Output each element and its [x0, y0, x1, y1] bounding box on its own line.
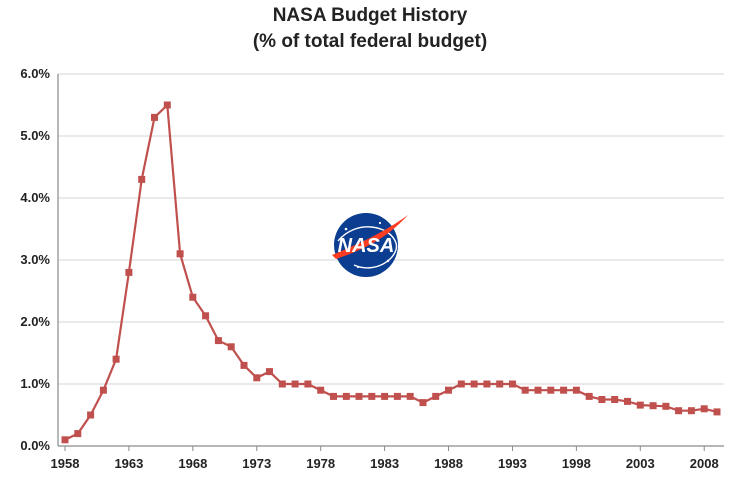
- data-point: [457, 380, 465, 388]
- nasa-logo-star: [356, 265, 360, 269]
- data-point: [393, 392, 401, 400]
- x-tick-label: 1958: [51, 456, 80, 471]
- data-point: [483, 380, 491, 388]
- data-point: [713, 408, 721, 416]
- x-tick-label: 1973: [242, 456, 271, 471]
- x-tick-label: 2003: [626, 456, 655, 471]
- nasa-logo-star: [344, 227, 348, 231]
- x-tick-label: 1963: [114, 456, 143, 471]
- data-point: [61, 436, 69, 444]
- x-tick-label: 1988: [434, 456, 463, 471]
- data-point: [253, 374, 261, 382]
- data-point: [202, 312, 210, 320]
- nasa-logo-orbit: [337, 226, 398, 269]
- data-point: [700, 405, 708, 413]
- y-tick-label: 0.0%: [20, 438, 50, 453]
- data-point: [687, 407, 695, 415]
- y-tick-label: 1.0%: [20, 376, 50, 391]
- nasa-logo-swoosh: [332, 215, 408, 259]
- data-point: [624, 397, 631, 405]
- data-point: [598, 396, 606, 403]
- data-point: [572, 386, 580, 394]
- x-tick-label: 1978: [306, 456, 335, 471]
- y-tick-label: 6.0%: [20, 66, 50, 81]
- nasa-logo-star: [378, 221, 382, 225]
- data-point: [675, 407, 683, 415]
- data-point: [291, 380, 299, 388]
- data-point: [330, 392, 337, 400]
- data-point: [611, 396, 619, 403]
- data-point: [278, 380, 286, 388]
- data-point: [649, 402, 657, 410]
- y-tick-label: 3.0%: [20, 252, 50, 267]
- data-point: [636, 401, 644, 409]
- data-point: [521, 386, 529, 394]
- data-point: [189, 293, 197, 301]
- data-point: [662, 402, 670, 410]
- gridlines: [58, 73, 724, 385]
- data-point: [163, 101, 171, 109]
- data-point: [214, 337, 222, 345]
- y-tick-labels: 0.0% 1.0% 2.0% 3.0% 4.0% 5.0% 6.0%: [20, 66, 50, 453]
- data-point: [432, 392, 440, 400]
- data-point: [151, 113, 158, 121]
- x-tick-labels: 1958 1963 1968 1973 1978 1983 1988 1993 1998 2003…: [51, 456, 719, 471]
- data-point: [112, 355, 120, 363]
- data-point: [509, 380, 516, 388]
- data-point: [419, 399, 427, 407]
- data-point: [547, 386, 555, 394]
- series-markers: [61, 101, 721, 444]
- y-tick-label: 4.0%: [20, 190, 50, 205]
- data-point: [406, 392, 414, 400]
- x-tick-label: 1968: [178, 456, 207, 471]
- chart-subtitle: (% of total federal budget): [252, 31, 488, 52]
- x-tick-label: 1983: [370, 456, 399, 471]
- data-point: [534, 386, 542, 394]
- data-point: [585, 392, 593, 400]
- data-point: [368, 392, 376, 400]
- data-point: [342, 392, 350, 400]
- nasa-logo-text: NASA: [338, 235, 395, 257]
- data-point: [317, 386, 325, 394]
- x-tick-label: 2008: [690, 456, 719, 471]
- data-point: [266, 368, 273, 376]
- x-tick-label: 1993: [498, 456, 527, 471]
- x-tick-label: 1998: [562, 456, 591, 471]
- chart-title: NASA Budget History: [272, 5, 468, 26]
- data-point: [470, 380, 478, 388]
- y-tick-label: 5.0%: [20, 128, 50, 143]
- axes: [57, 74, 724, 451]
- data-point: [496, 380, 504, 388]
- data-point: [445, 386, 452, 394]
- series-line: [64, 102, 718, 441]
- data-point: [176, 250, 184, 258]
- data-point: [99, 386, 107, 394]
- data-point: [355, 392, 363, 400]
- data-point: [304, 380, 312, 388]
- data-point: [227, 343, 235, 351]
- data-point: [74, 430, 82, 438]
- y-tick-label: 2.0%: [20, 314, 50, 329]
- data-point: [240, 361, 248, 369]
- data-point: [87, 411, 95, 419]
- data-point: [138, 175, 146, 183]
- nasa-logo-star: [386, 259, 390, 263]
- data-point: [381, 392, 389, 400]
- data-point: [560, 386, 568, 394]
- nasa-logo: NASA: [332, 213, 408, 277]
- data-point: [125, 268, 133, 276]
